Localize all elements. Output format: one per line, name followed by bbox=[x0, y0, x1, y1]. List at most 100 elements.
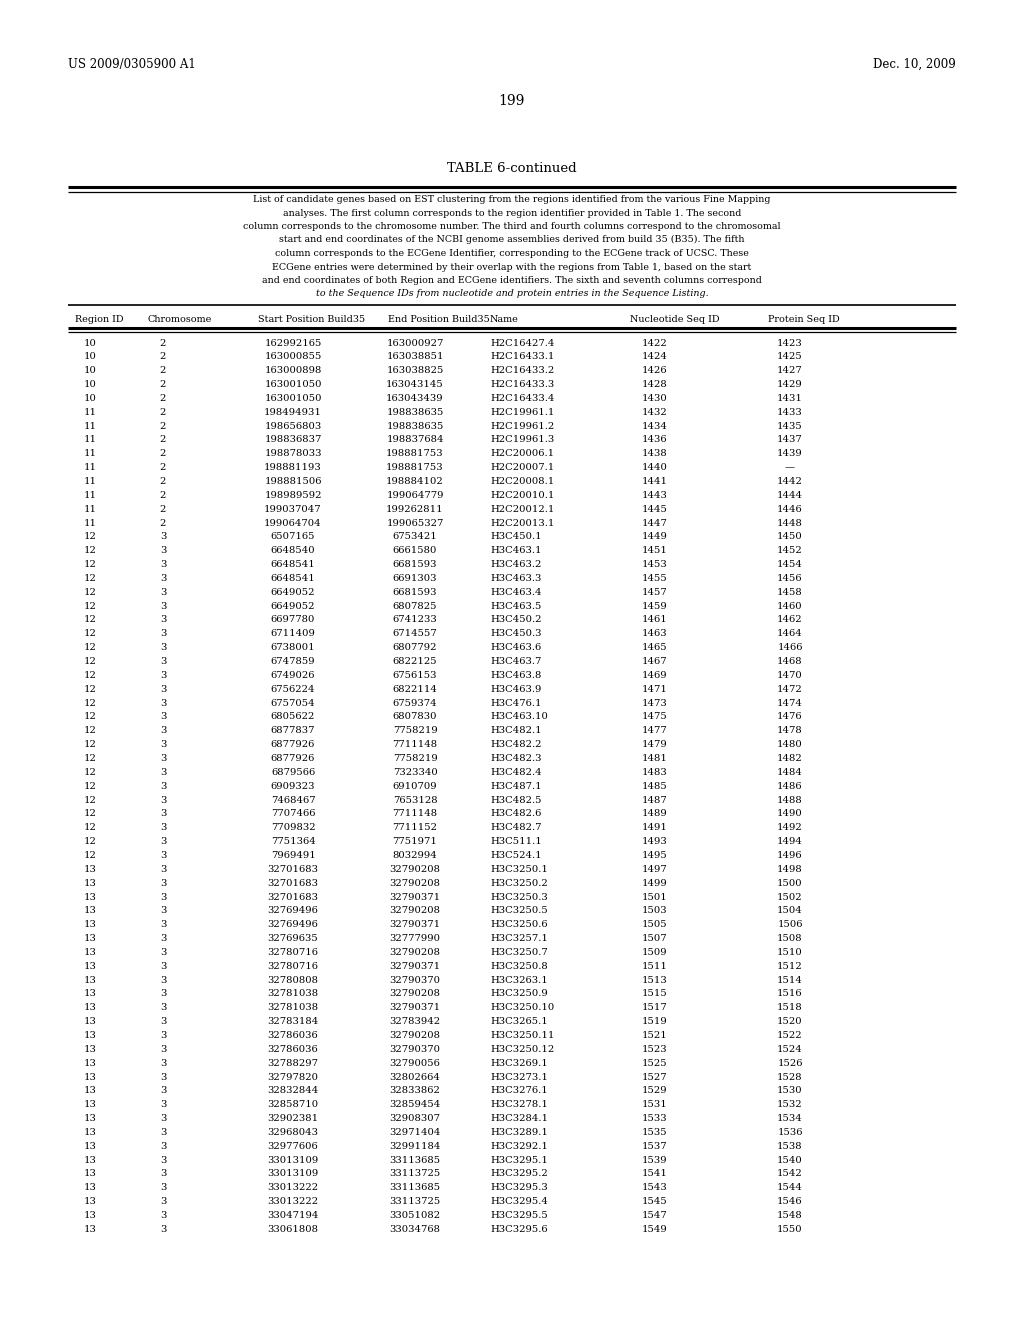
Text: 1485: 1485 bbox=[642, 781, 668, 791]
Text: 33061808: 33061808 bbox=[267, 1225, 318, 1234]
Text: 12: 12 bbox=[84, 657, 96, 667]
Text: H3C3250.6: H3C3250.6 bbox=[490, 920, 548, 929]
Text: H3C487.1: H3C487.1 bbox=[490, 781, 542, 791]
Text: 7711148: 7711148 bbox=[392, 741, 437, 750]
Text: 1549: 1549 bbox=[642, 1225, 668, 1234]
Text: 13: 13 bbox=[84, 1225, 96, 1234]
Text: 199064704: 199064704 bbox=[264, 519, 322, 528]
Text: 32701683: 32701683 bbox=[267, 865, 318, 874]
Text: 33013109: 33013109 bbox=[267, 1155, 318, 1164]
Text: H3C3295.5: H3C3295.5 bbox=[490, 1210, 548, 1220]
Text: 1525: 1525 bbox=[642, 1059, 668, 1068]
Text: 1422: 1422 bbox=[642, 338, 668, 347]
Text: 163043145: 163043145 bbox=[386, 380, 443, 389]
Text: 1432: 1432 bbox=[642, 408, 668, 417]
Text: 32701683: 32701683 bbox=[267, 892, 318, 902]
Text: 12: 12 bbox=[84, 671, 96, 680]
Text: 1539: 1539 bbox=[642, 1155, 668, 1164]
Text: 1433: 1433 bbox=[777, 408, 803, 417]
Text: 1431: 1431 bbox=[777, 393, 803, 403]
Text: 32858710: 32858710 bbox=[267, 1101, 318, 1109]
Text: 11: 11 bbox=[84, 477, 96, 486]
Text: 32786036: 32786036 bbox=[267, 1045, 318, 1053]
Text: 1529: 1529 bbox=[642, 1086, 668, 1096]
Text: 3: 3 bbox=[160, 741, 166, 750]
Text: H3C3257.1: H3C3257.1 bbox=[490, 935, 548, 942]
Text: 1507: 1507 bbox=[642, 935, 668, 942]
Text: 2: 2 bbox=[160, 366, 166, 375]
Text: H2C20008.1: H2C20008.1 bbox=[490, 477, 554, 486]
Text: 1535: 1535 bbox=[642, 1129, 668, 1137]
Text: 1533: 1533 bbox=[642, 1114, 668, 1123]
Text: 1445: 1445 bbox=[642, 504, 668, 513]
Text: 32790208: 32790208 bbox=[389, 948, 440, 957]
Text: H3C3250.7: H3C3250.7 bbox=[490, 948, 548, 957]
Text: 3: 3 bbox=[160, 532, 166, 541]
Text: 32832844: 32832844 bbox=[267, 1086, 318, 1096]
Text: H3C463.9: H3C463.9 bbox=[490, 685, 542, 694]
Text: 1446: 1446 bbox=[777, 504, 803, 513]
Text: 3: 3 bbox=[160, 643, 166, 652]
Text: H3C482.5: H3C482.5 bbox=[490, 796, 542, 805]
Text: 1424: 1424 bbox=[642, 352, 668, 362]
Text: Nucleotide Seq ID: Nucleotide Seq ID bbox=[630, 315, 720, 325]
Text: 32790371: 32790371 bbox=[389, 892, 440, 902]
Text: 6747859: 6747859 bbox=[270, 657, 315, 667]
Text: 3: 3 bbox=[160, 1197, 166, 1206]
Text: 3: 3 bbox=[160, 781, 166, 791]
Text: 1470: 1470 bbox=[777, 671, 803, 680]
Text: 6649052: 6649052 bbox=[270, 602, 315, 611]
Text: column corresponds to the chromosome number. The third and fourth columns corres: column corresponds to the chromosome num… bbox=[243, 222, 781, 231]
Text: 12: 12 bbox=[84, 713, 96, 722]
Text: H3C3250.11: H3C3250.11 bbox=[490, 1031, 554, 1040]
Text: 32790208: 32790208 bbox=[389, 907, 440, 915]
Text: 3: 3 bbox=[160, 1210, 166, 1220]
Text: 6756224: 6756224 bbox=[270, 685, 315, 694]
Text: 3: 3 bbox=[160, 726, 166, 735]
Text: 1547: 1547 bbox=[642, 1210, 668, 1220]
Text: 1491: 1491 bbox=[642, 824, 668, 832]
Text: 1455: 1455 bbox=[642, 574, 668, 583]
Text: 3: 3 bbox=[160, 1114, 166, 1123]
Text: 1439: 1439 bbox=[777, 449, 803, 458]
Text: 199065327: 199065327 bbox=[386, 519, 443, 528]
Text: Chromosome: Chromosome bbox=[148, 315, 212, 325]
Text: 12: 12 bbox=[84, 837, 96, 846]
Text: 32783942: 32783942 bbox=[389, 1018, 440, 1026]
Text: 32790208: 32790208 bbox=[389, 990, 440, 998]
Text: 198838635: 198838635 bbox=[386, 421, 443, 430]
Text: 1497: 1497 bbox=[642, 865, 668, 874]
Text: 3: 3 bbox=[160, 685, 166, 694]
Text: 32769496: 32769496 bbox=[267, 920, 318, 929]
Text: 6753421: 6753421 bbox=[392, 532, 437, 541]
Text: 3: 3 bbox=[160, 602, 166, 611]
Text: 1471: 1471 bbox=[642, 685, 668, 694]
Text: 2: 2 bbox=[160, 491, 166, 500]
Text: 33013222: 33013222 bbox=[267, 1183, 318, 1192]
Text: 33113685: 33113685 bbox=[389, 1183, 440, 1192]
Text: 1477: 1477 bbox=[642, 726, 668, 735]
Text: 2: 2 bbox=[160, 338, 166, 347]
Text: 163001050: 163001050 bbox=[264, 393, 322, 403]
Text: 1442: 1442 bbox=[777, 477, 803, 486]
Text: 6648541: 6648541 bbox=[270, 560, 315, 569]
Text: H3C482.7: H3C482.7 bbox=[490, 824, 542, 832]
Text: 7969491: 7969491 bbox=[270, 851, 315, 859]
Text: 1486: 1486 bbox=[777, 781, 803, 791]
Text: 1514: 1514 bbox=[777, 975, 803, 985]
Text: 32790371: 32790371 bbox=[389, 962, 440, 970]
Text: 1449: 1449 bbox=[642, 532, 668, 541]
Text: H2C16433.2: H2C16433.2 bbox=[490, 366, 554, 375]
Text: H3C3292.1: H3C3292.1 bbox=[490, 1142, 548, 1151]
Text: 13: 13 bbox=[84, 1114, 96, 1123]
Text: 1466: 1466 bbox=[777, 643, 803, 652]
Text: 1454: 1454 bbox=[777, 560, 803, 569]
Text: TABLE 6-continued: TABLE 6-continued bbox=[447, 162, 577, 176]
Text: 1461: 1461 bbox=[642, 615, 668, 624]
Text: 1493: 1493 bbox=[642, 837, 668, 846]
Text: start and end coordinates of the NCBI genome assemblies derived from build 35 (B: start and end coordinates of the NCBI ge… bbox=[280, 235, 744, 244]
Text: 198656803: 198656803 bbox=[264, 421, 322, 430]
Text: 13: 13 bbox=[84, 1197, 96, 1206]
Text: 33013222: 33013222 bbox=[267, 1197, 318, 1206]
Text: 13: 13 bbox=[84, 1045, 96, 1053]
